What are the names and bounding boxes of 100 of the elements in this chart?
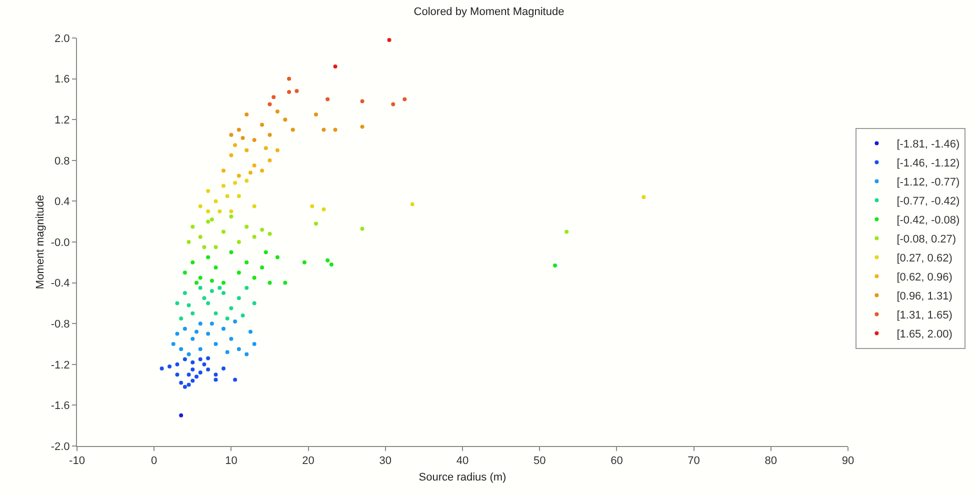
point [326,97,330,102]
point [221,280,226,285]
point [244,112,249,116]
point [248,170,252,175]
x-tick-label: 90 [842,455,854,468]
point [260,122,264,127]
point [182,357,187,362]
point [186,382,191,387]
point [387,38,392,42]
y-tick-label: -0.8 [50,318,70,330]
point [198,234,202,239]
point [168,364,172,368]
legend-label: [-1.81, -1.46) [896,138,960,151]
x-tick-label: 60 [610,455,623,468]
y-tick-label: -0.4 [50,278,70,290]
point [236,194,241,198]
point [206,209,210,214]
point [233,320,238,324]
point [314,222,318,226]
point [179,347,184,352]
point [190,311,195,316]
point [214,245,218,250]
point [198,276,202,280]
point [272,95,276,100]
point [268,158,272,162]
point [410,202,414,206]
y-tick-label: -1.6 [50,400,70,412]
point [236,296,241,300]
point [287,76,292,81]
point [268,132,272,137]
legend-label: [-1.12, -0.77) [896,176,960,189]
point [240,136,245,140]
point [214,378,218,382]
point [210,322,214,326]
point [179,316,184,320]
point [252,138,256,142]
point [214,372,218,377]
y-tick-label: -0.0 [50,236,70,249]
point [186,240,191,244]
point [221,230,226,234]
point [225,350,230,354]
point [360,124,364,129]
point [260,168,264,173]
point [275,109,280,114]
point [175,362,180,366]
point [210,278,214,283]
point [275,148,280,152]
x-tick-label: -10 [69,455,85,468]
point [310,204,314,208]
point [186,352,191,356]
point [229,214,234,218]
x-tick-label: 0 [151,455,158,468]
point [290,128,295,132]
point [268,102,272,106]
point [218,209,222,214]
point [175,301,180,306]
point [233,143,238,148]
legend-label: [1.31, 1.65) [896,310,952,322]
point [194,330,199,334]
point [360,226,364,231]
point [214,342,218,346]
y-tick-label: 1.6 [54,74,70,86]
point [233,378,238,382]
y-tick-label: 0.4 [54,196,70,208]
point [190,360,195,364]
point [221,168,226,173]
point [206,332,210,336]
point [210,218,214,222]
point [190,224,195,229]
point [194,280,199,285]
point [244,148,249,152]
y-tick-label: -2.0 [50,440,70,453]
point [221,366,226,370]
legend-label: [-0.77, -0.42) [896,196,960,208]
point [229,209,234,214]
chart-title: Colored by Moment Magnitude [414,6,564,18]
point [182,291,187,295]
point [236,174,241,178]
point [198,322,202,326]
legend-label: [0.96, 1.31) [896,290,952,303]
point [252,301,256,306]
x-tick-label: 20 [302,455,314,468]
y-tick-label: 0.8 [54,155,70,168]
point [229,132,234,137]
point [221,184,226,188]
y-tick-label: -1.2 [50,359,70,372]
y-axis-title: Moment magnitude [34,194,46,290]
point [244,352,249,356]
point [229,250,234,254]
legend-label: [-0.42, -0.08) [896,214,960,227]
point [260,228,264,232]
legend-label: [1.65, 2.00) [896,328,952,341]
point [198,204,202,208]
point [198,286,202,290]
point [252,234,256,239]
point [333,128,338,132]
legend-label: [-0.08, 0.27) [896,234,956,246]
point [214,266,218,270]
point [202,296,206,300]
point [236,347,241,352]
